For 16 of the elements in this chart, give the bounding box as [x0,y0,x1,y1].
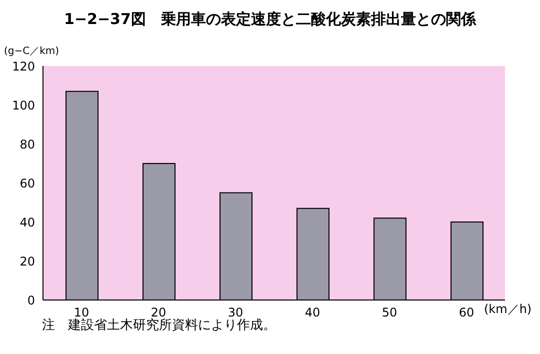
y-axis-title: (g−C／km) [4,45,60,58]
x-axis-title: (km／h) [484,301,532,318]
y-tick-label: 20 [20,254,35,268]
y-tick-label: 100 [12,98,35,112]
y-tick-label: 120 [12,59,35,74]
x-tick-label: 60 [458,306,474,320]
y-tick-label: 0 [27,293,35,308]
x-tick-label: 50 [382,306,398,320]
y-tick-label: 40 [20,215,35,230]
x-tick-label: 20 [150,306,166,320]
chart-title: 1−2−37図 乗用車の表定速度と二酸化炭素排出量との関係 [63,10,478,29]
y-tick-label: 60 [20,176,35,190]
x-tick-label: 40 [304,306,320,320]
y-tick-label: 80 [20,137,35,152]
x-tick-label: 30 [228,306,244,320]
text: 注 建設省土木研究所資料により作成。 [42,317,276,334]
